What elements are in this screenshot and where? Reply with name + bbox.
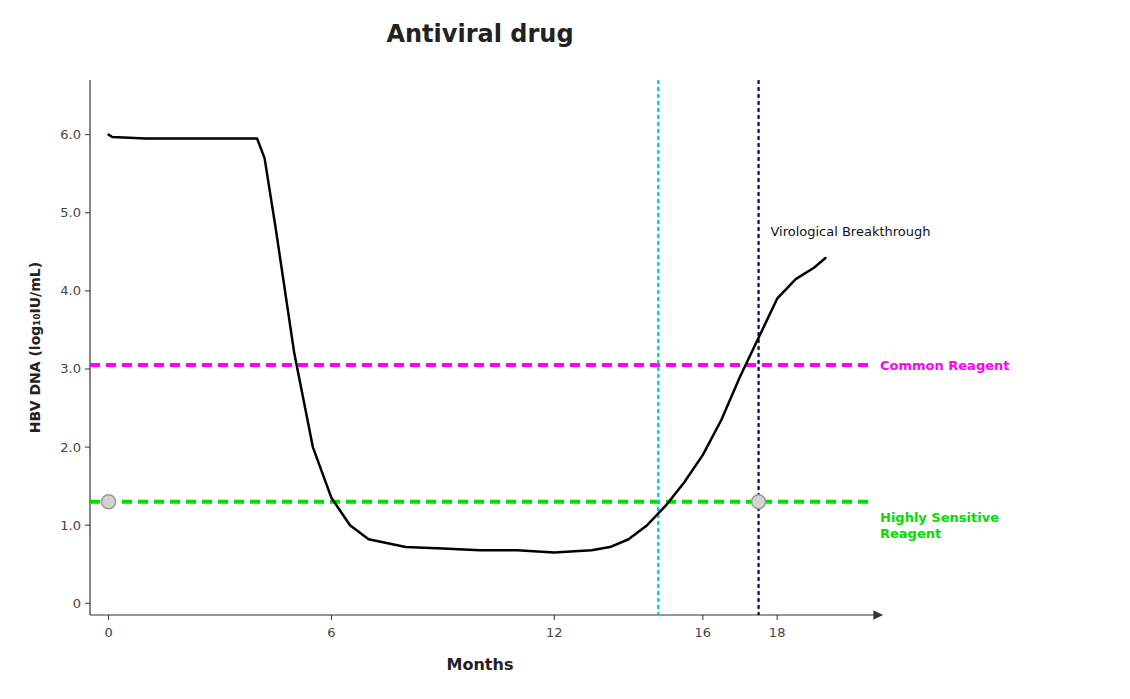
reference-label: Highly SensitiveReagent: [880, 510, 999, 541]
y-tick-label: 4.0: [60, 283, 81, 298]
chart: Antiviral drug 0 6 12 16 18 0 1.0 2.0 3.0 4.0 5.0 6.…: [0, 0, 1130, 699]
y-tick-label: 5.0: [60, 205, 81, 220]
y-axis: [89, 80, 90, 615]
y-tick-label: 3.0: [60, 361, 81, 376]
x-tick: [702, 615, 703, 620]
x-tick: [331, 615, 332, 620]
x-tick: [554, 615, 555, 620]
y-tick: [85, 368, 90, 369]
x-axis-label: Months: [447, 655, 514, 674]
reference-label: Common Reagent: [880, 358, 1009, 373]
point: [752, 495, 766, 509]
x-tick-label: 6: [327, 625, 335, 640]
y-tick-label: 6.0: [60, 127, 81, 142]
y-tick: [85, 603, 90, 604]
y-tick: [85, 525, 90, 526]
x-tick-label: 16: [695, 625, 712, 640]
curve: [109, 135, 826, 553]
x-axis: [90, 614, 882, 615]
point: [102, 495, 116, 509]
title: Antiviral drug: [386, 20, 573, 48]
x-tick: [108, 615, 109, 620]
y-tick-label: 0: [73, 596, 81, 611]
y-axis-label: HBV DNA (log₁₀IU/mL): [27, 262, 43, 433]
vertical-line: [757, 80, 760, 615]
x-tick-label: 0: [104, 625, 112, 640]
x-tick: [777, 615, 778, 620]
x-tick-label: 18: [769, 625, 786, 640]
vertical-line: [657, 80, 660, 615]
reference-line: [90, 363, 870, 367]
annotation: Virological Breakthrough: [770, 224, 930, 239]
y-tick: [85, 447, 90, 448]
x-tick-label: 12: [546, 625, 563, 640]
y-tick: [85, 134, 90, 135]
y-tick-label: 2.0: [60, 440, 81, 455]
plot-area: [90, 80, 870, 615]
y-tick: [85, 212, 90, 213]
y-tick-label: 1.0: [60, 518, 81, 533]
y-tick: [85, 290, 90, 291]
